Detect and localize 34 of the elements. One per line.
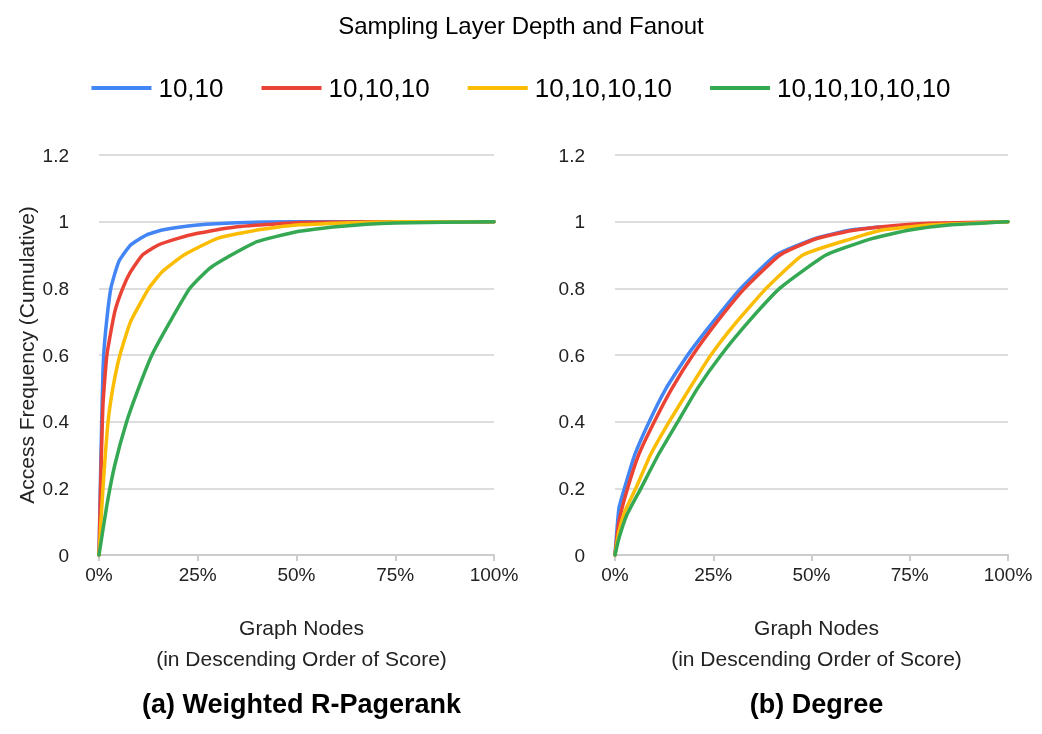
- y-tick-label: 1.2: [558, 144, 585, 166]
- legend-label: 10,10: [158, 73, 224, 103]
- x-axis-title: Graph Nodes (in Descending Order of Score): [156, 616, 447, 670]
- text: (b) Degree: [749, 688, 884, 719]
- x-tick-label: 100%: [469, 564, 519, 585]
- y-tick-label: 0.8: [42, 277, 69, 299]
- y-tick-label: 0.2: [42, 477, 69, 499]
- y-tick-label: 0: [574, 544, 585, 566]
- legend-label: 10,10,10,10: [534, 73, 673, 103]
- x-tick-label: 100%: [983, 564, 1033, 585]
- x-tick-label: 75%: [890, 564, 929, 585]
- y-tick-label: 0.4: [42, 411, 70, 433]
- y-tick-label: 0.6: [42, 344, 69, 366]
- y-tick-label: 0.4: [558, 411, 586, 433]
- x-tick-label: 25%: [694, 564, 733, 585]
- y-tick-label: 0.2: [558, 477, 585, 499]
- text: (a) Weighted R-Pagerank: [141, 688, 463, 719]
- x-axis-title: Graph Nodes (in Descending Order of Score): [671, 616, 962, 670]
- y-axis-title: Access Frequency (Cumulative): [15, 206, 38, 504]
- y-tick-label: 1.2: [42, 144, 69, 166]
- x-tick-label: 50%: [792, 564, 831, 585]
- legend-label: 10,10,10: [328, 73, 430, 103]
- y-tick-label: 0.6: [558, 344, 585, 366]
- legend-title: Sampling Layer Depth and Fanout: [338, 11, 705, 39]
- x-tick-label: 0%: [601, 564, 629, 585]
- y-tick-label: 1: [574, 211, 585, 233]
- x-tick-label: 25%: [178, 564, 217, 585]
- legend-label: 10,10,10,10,10: [777, 73, 951, 103]
- y-tick-label: 0.8: [558, 277, 585, 299]
- x-tick-label: 75%: [376, 564, 415, 585]
- y-tick-label: 0: [58, 544, 69, 566]
- x-tick-label: 0%: [85, 564, 113, 585]
- x-tick-label: 50%: [277, 564, 316, 585]
- y-tick-label: 1: [58, 211, 69, 233]
